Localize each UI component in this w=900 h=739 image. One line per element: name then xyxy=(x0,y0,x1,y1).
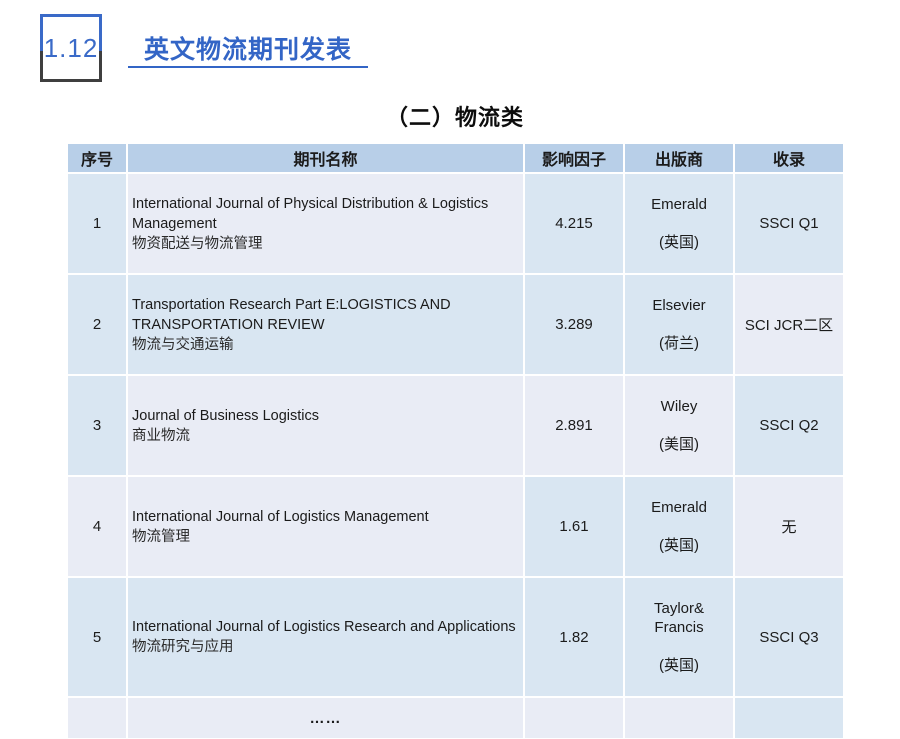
journal-name-zh: 物流管理 xyxy=(132,528,190,545)
publisher-name: Elsevier xyxy=(652,297,706,314)
col-header-no: 序号 xyxy=(67,143,127,173)
journal-name-zh: 物流与交通运输 xyxy=(132,336,234,353)
publisher-cell: Emerald (英国) xyxy=(624,173,734,274)
journal-name-cell: International Journal of Logistics Resea… xyxy=(127,577,524,697)
slide-canvas: { "slide": { "badge_number": "1.12", "ti… xyxy=(40,14,844,739)
publisher-country: (英国) xyxy=(659,234,699,251)
publisher-cell: Elsevier (荷兰) xyxy=(624,274,734,375)
journal-name-cell: International Journal of Logistics Manag… xyxy=(127,476,524,577)
table-row: 1 International Journal of Physical Dist… xyxy=(67,173,844,274)
impact-factor: 3.289 xyxy=(524,274,624,375)
index-status: SSCI Q1 xyxy=(734,173,844,274)
journal-name-zh: 物资配送与物流管理 xyxy=(132,235,263,252)
table-header-row: 序号 期刊名称 影响因子 出版商 收录 xyxy=(67,143,844,173)
publisher-name: Emerald xyxy=(651,499,707,516)
publisher-country: (英国) xyxy=(659,657,699,674)
col-header-journal-name: 期刊名称 xyxy=(127,143,524,173)
table-row: 4 International Journal of Logistics Man… xyxy=(67,476,844,577)
journals-table: 序号 期刊名称 影响因子 出版商 收录 1 International Jour… xyxy=(67,143,844,739)
impact-factor xyxy=(524,697,624,739)
publisher-name: Taylor& Francis xyxy=(653,600,705,636)
publisher-cell: Taylor& Francis (英国) xyxy=(624,577,734,697)
publisher-country: (荷兰) xyxy=(659,335,699,352)
impact-factor: 4.215 xyxy=(524,173,624,274)
col-header-impact-factor: 影响因子 xyxy=(524,143,624,173)
index-status xyxy=(734,697,844,739)
slide-subtitle: （二）物流类 xyxy=(385,105,524,130)
publisher-cell: Wiley (美国) xyxy=(624,375,734,476)
table-row: 2 Transportation Research Part E:LOGISTI… xyxy=(67,274,844,375)
publisher-cell: Emerald (英国) xyxy=(624,476,734,577)
journal-name-zh: 物流研究与应用 xyxy=(132,639,234,655)
impact-factor: 1.82 xyxy=(524,577,624,697)
journal-name-cell: International Journal of Physical Distri… xyxy=(127,173,524,274)
journal-name-cell: Journal of Business Logistics 商业物流 xyxy=(127,375,524,476)
journal-name-zh: 商业物流 xyxy=(132,427,190,444)
publisher-country: (英国) xyxy=(659,537,699,554)
row-number: 5 xyxy=(67,577,127,697)
index-status: SSCI Q3 xyxy=(734,577,844,697)
section-number: 1.12 xyxy=(43,32,99,63)
index-status: SCI JCR二区 xyxy=(734,274,844,375)
publisher-name: Wiley xyxy=(660,398,698,415)
col-header-publisher: 出版商 xyxy=(624,143,734,173)
impact-factor: 2.891 xyxy=(524,375,624,476)
section-number-badge: 1.12 xyxy=(40,14,102,82)
table-row: 5 International Journal of Logistics Res… xyxy=(67,577,844,697)
publisher-country: (美国) xyxy=(659,436,699,453)
index-status: SSCI Q2 xyxy=(734,375,844,476)
journal-name-en: Journal of Business Logistics xyxy=(132,407,319,424)
slide-title: 英文物流期刊发表 xyxy=(144,36,353,64)
row-number: 1 xyxy=(67,173,127,274)
publisher-name: Emerald xyxy=(651,196,707,213)
journal-name-en: Transportation Research Part E:LOGISTICS… xyxy=(132,296,451,333)
ellipsis-text: …… xyxy=(127,697,524,739)
row-number: 4 xyxy=(67,476,127,577)
table-row: 3 Journal of Business Logistics 商业物流 2.8… xyxy=(67,375,844,476)
journal-name-cell: Transportation Research Part E:LOGISTICS… xyxy=(127,274,524,375)
publisher-cell xyxy=(624,697,734,739)
row-number xyxy=(67,697,127,739)
row-number: 3 xyxy=(67,375,127,476)
journal-name-en: International Journal of Logistics Manag… xyxy=(132,508,429,525)
impact-factor: 1.61 xyxy=(524,476,624,577)
journal-name-en: International Journal of Physical Distri… xyxy=(132,195,489,232)
title-underline xyxy=(128,66,368,68)
table-row-ellipsis: …… xyxy=(67,697,844,739)
row-number: 2 xyxy=(67,274,127,375)
index-status: 无 xyxy=(734,476,844,577)
col-header-index: 收录 xyxy=(734,143,844,173)
journal-name-en: International Journal of Logistics Resea… xyxy=(132,619,516,635)
